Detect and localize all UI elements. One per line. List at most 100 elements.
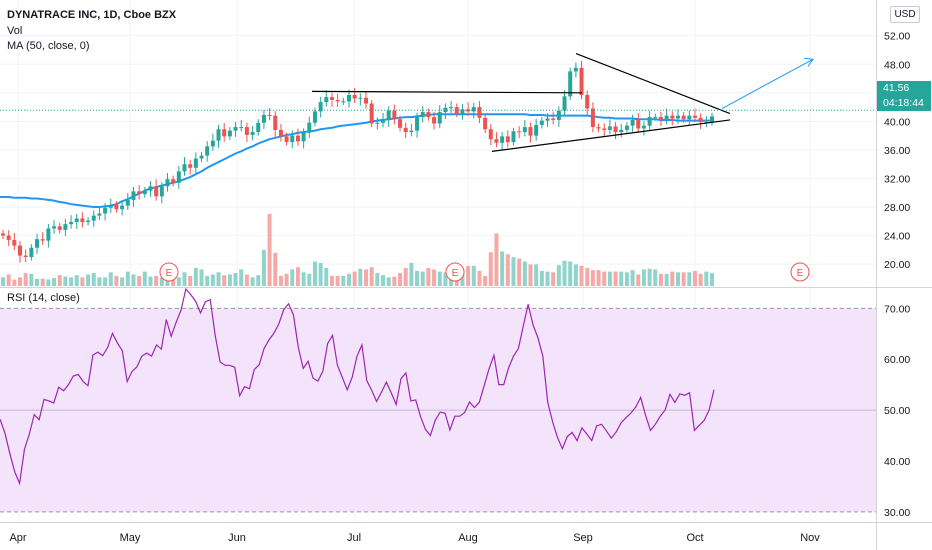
volume-bar [154,275,159,286]
candle-body [23,255,28,258]
candle-body [267,114,272,116]
candle-body [165,179,170,187]
volume-bar [710,273,714,286]
volume-bar [403,268,408,286]
candle-body [278,129,283,137]
volume-bar [528,264,533,286]
volume-bar [386,277,391,286]
volume-bar [505,254,510,286]
candle-body [335,99,340,102]
time-tick-label: Aug [458,532,478,544]
candle-body [97,213,102,216]
candle-body [494,139,499,143]
volume-bar [250,277,255,286]
candle-body [460,109,465,114]
volume-bar [471,265,476,286]
candle-body [301,132,306,142]
candle-body [392,110,397,120]
candle-body [562,96,567,111]
volume-bar [159,277,164,286]
candle-body [522,127,527,133]
volume-bar [426,268,431,286]
volume-bar [18,277,23,286]
candle-body [341,101,346,103]
volume-bar [227,274,232,286]
volume-bar [500,251,505,286]
candle-body [398,119,403,128]
volume-bar [670,271,675,286]
volume-bar [6,274,11,286]
rsi-tick-label: 30.00 [884,507,910,519]
rsi-tick-label: 50.00 [884,405,910,417]
candle-body [256,122,261,133]
ma50-line [0,113,712,209]
volume-bar [91,273,96,286]
volume-bar [352,271,357,286]
candle-body [698,117,703,123]
earnings-marker [445,262,465,282]
candle-body [295,135,300,142]
rsi-line [0,287,715,486]
candle-body [210,140,215,147]
candle-body [35,239,40,248]
volume-bar [205,275,210,286]
price-tick-label: 20.00 [884,259,910,271]
candle-body [556,110,561,120]
candle-body [500,136,505,143]
candle-body [386,110,391,120]
last-price-tag: 41.56 [877,81,931,96]
volume-legend[interactable]: Vol [7,25,23,37]
candle-body [284,136,289,143]
volume-bar [602,271,607,286]
rsi-tick-label: 60.00 [884,354,910,366]
time-tick-label: Oct [686,532,703,544]
volume-bar [488,252,493,286]
candle-body [244,127,249,135]
currency-button[interactable]: USD [890,6,920,23]
volume-bar [23,273,28,286]
volume-bar [239,269,244,286]
candle-body [437,112,442,124]
candle-body [86,220,91,223]
candle-body [222,129,227,137]
triangle-lower-line [491,119,731,152]
candle-body [159,186,164,197]
candle-body [12,239,17,246]
candle-body [369,103,374,124]
candle-body [182,164,187,172]
volume-bar [437,271,442,286]
volume-bar [534,264,539,286]
candle-body [233,127,238,131]
rsi-legend[interactable]: RSI (14, close) [7,292,80,304]
rsi-tick-label: 40.00 [884,456,910,468]
earnings-marker-label: E [797,268,804,279]
candle-body [710,116,714,123]
candle-body [664,115,669,120]
ma-legend[interactable]: MA (50, close, 0) [7,40,90,52]
candle-body [57,226,62,230]
volume-bar [556,265,561,286]
candle-body [375,122,380,124]
candle-body [420,112,425,118]
volume-bar [551,272,556,286]
candle-body [647,117,652,126]
candle-body [681,115,686,120]
earnings-marker-label: E [452,268,459,279]
candle-body [534,124,539,136]
volume-bar [392,276,397,286]
candle-body [137,191,142,195]
candle-body [579,67,584,95]
candle-body [449,107,454,109]
candle-body [539,120,544,125]
volume-bar [312,261,317,286]
candle-body [239,127,244,129]
volume-bar [193,268,198,286]
volume-bar [364,269,369,286]
volume-bar [29,273,34,286]
volume-bar [432,269,437,286]
candle-body [488,129,493,140]
time-tick-label: Jul [347,532,361,544]
chart-title[interactable]: DYNATRACE INC, 1D, Cboe BZX [7,9,177,21]
